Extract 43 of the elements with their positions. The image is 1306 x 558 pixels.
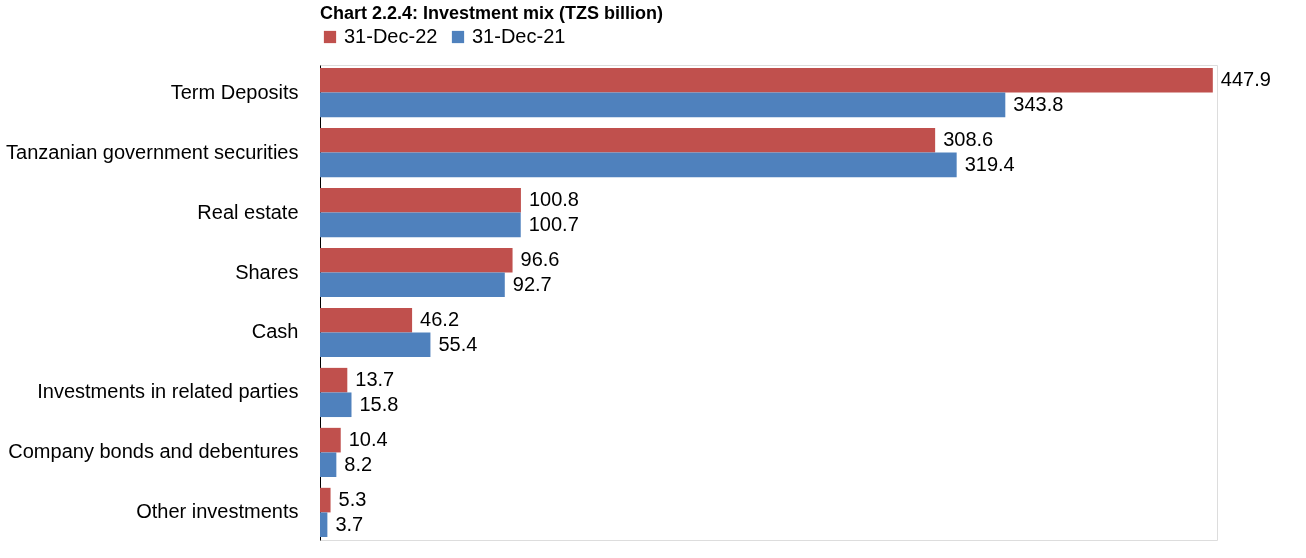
y-tick-label: Cash [251, 320, 299, 343]
data-label: 100.7 [528, 212, 579, 235]
y-tick-label: Tanzanian government securities [6, 140, 299, 163]
data-label: 46.2 [420, 308, 460, 331]
bar [320, 452, 337, 478]
legend-label: 31-Dec-22 [344, 25, 438, 47]
y-tick-label: Company bonds and debentures [8, 440, 299, 463]
data-label: 15.8 [359, 392, 399, 415]
data-label: 13.7 [355, 368, 395, 391]
data-label: 92.7 [512, 272, 552, 295]
data-label: 319.4 [964, 152, 1015, 175]
data-label: 447.9 [1220, 68, 1271, 91]
chart-title: Chart 2.2.4: Investment mix (TZS billion) [320, 3, 664, 23]
bar [320, 247, 513, 273]
data-label: 100.8 [528, 188, 579, 211]
data-label: 96.6 [520, 248, 560, 271]
bar [320, 392, 352, 418]
bar [320, 68, 1213, 93]
y-tick-label: Real estate [197, 200, 299, 223]
bar [320, 92, 1006, 118]
y-tick-label: Term Deposits [170, 80, 299, 103]
data-label: 343.8 [1013, 92, 1064, 115]
bar [320, 212, 521, 238]
bar [320, 427, 341, 453]
data-label: 5.3 [338, 488, 367, 511]
bar [320, 127, 936, 153]
bar [320, 512, 328, 537]
data-label: 10.4 [348, 428, 388, 451]
y-tick-label: Investments in related parties [37, 380, 299, 403]
bar [320, 187, 521, 213]
data-label: 308.6 [943, 128, 994, 151]
data-label: 3.7 [335, 512, 364, 535]
bar [320, 307, 413, 333]
data-label: 55.4 [438, 332, 478, 355]
bar [320, 332, 431, 358]
bar [320, 152, 957, 178]
bar [320, 487, 331, 513]
y-tick-label: Shares [235, 260, 299, 283]
y-tick-label: Other investments [136, 500, 299, 523]
bar [320, 272, 505, 298]
legend-label: 31-Dec-21 [472, 25, 566, 47]
bar [320, 367, 348, 393]
data-label: 8.2 [344, 452, 373, 475]
